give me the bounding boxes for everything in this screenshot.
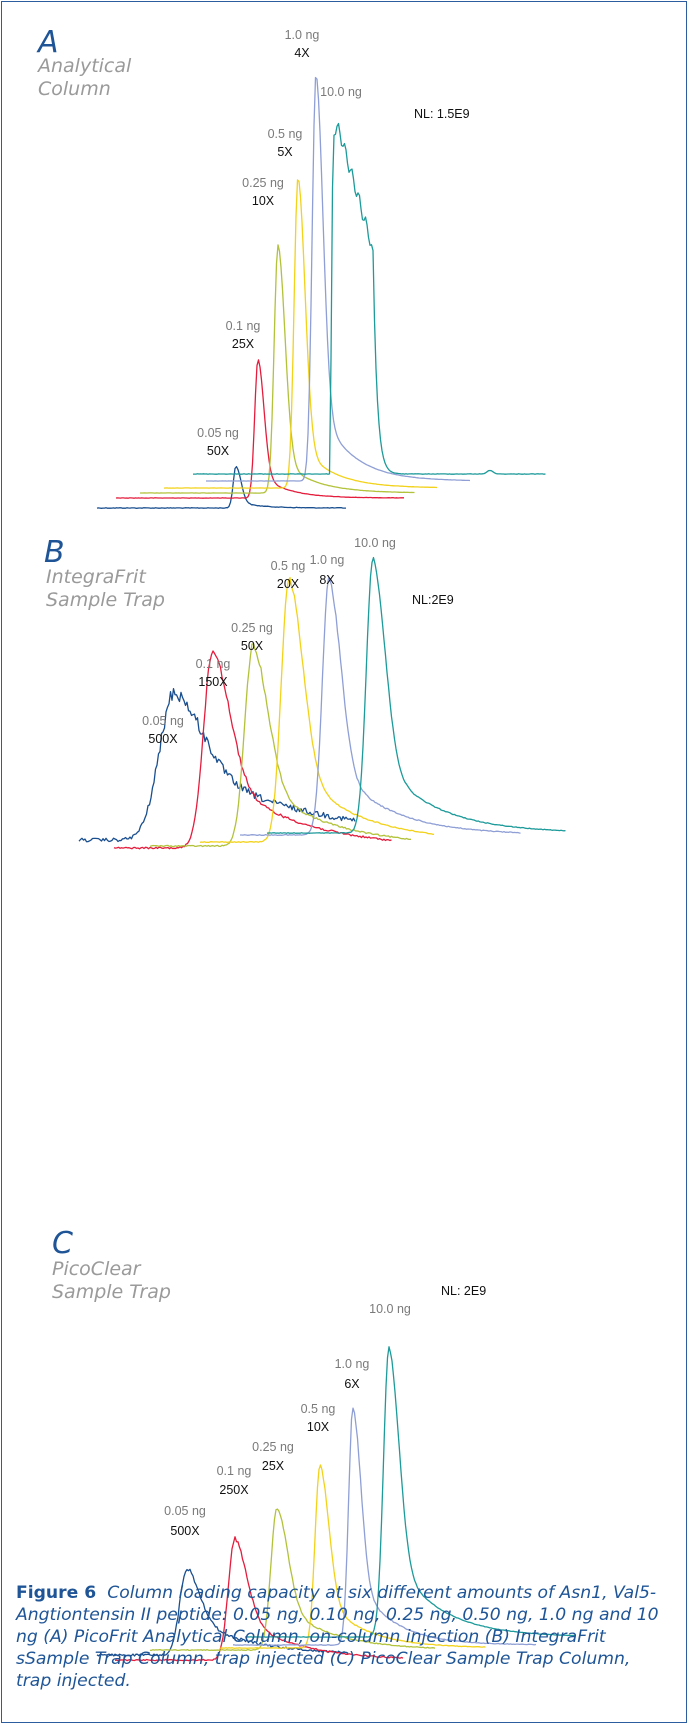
trace-0-25-ng	[140, 244, 415, 494]
trace-0-5-ng	[163, 179, 438, 489]
trace-amount-label: 10.0 ng	[369, 1302, 411, 1316]
caption-text: Column loading capacity at six different…	[16, 1583, 659, 1691]
trace-amount-label: 0.05 ng	[197, 426, 239, 440]
panel-letter: C	[52, 1226, 73, 1261]
trace-0-25-ng	[149, 643, 412, 848]
trace-10-0-ng	[244, 1346, 576, 1638]
trace-multiplier-label: 5X	[277, 145, 293, 159]
trace-amount-label: 1.0 ng	[285, 28, 320, 42]
trace-amount-label: 0.5 ng	[301, 1402, 336, 1416]
trace-amount-label: 0.5 ng	[268, 127, 303, 141]
normalization-label: NL:2E9	[412, 593, 454, 607]
panel-subtitle-line: Sample Trap	[46, 589, 165, 611]
trace-multiplier-label: 8X	[319, 573, 335, 587]
trace-0-05-ng	[96, 465, 346, 509]
panel-subtitle-line: Column	[38, 78, 111, 100]
panel-letter: A	[36, 25, 59, 60]
trace-multiplier-label: 25X	[232, 337, 255, 351]
trace-multiplier-label: 150X	[198, 675, 228, 689]
trace-amount-label: 1.0 ng	[310, 553, 345, 567]
trace-amount-label: 0.1 ng	[196, 657, 231, 671]
panel-letter: B	[44, 535, 65, 570]
trace-amount-label: 0.05 ng	[164, 1504, 206, 1518]
trace-amount-label: 0.25 ng	[242, 176, 284, 190]
panel-subtitle-line: PicoClear	[52, 1258, 142, 1280]
trace-amount-label: 1.0 ng	[335, 1357, 370, 1371]
trace-amount-label: 10.0 ng	[320, 85, 362, 99]
normalization-label: NL: 2E9	[441, 1284, 486, 1298]
trace-amount-label: 0.1 ng	[217, 1464, 252, 1478]
trace-multiplier-label: 500X	[148, 732, 178, 746]
trace-0-5-ng	[219, 1464, 486, 1649]
normalization-label: NL: 1.5E9	[414, 107, 470, 121]
panel-subtitle-line: Analytical	[36, 55, 132, 77]
trace-multiplier-label: 50X	[241, 639, 264, 653]
trace-amount-label: 0.25 ng	[252, 1440, 294, 1454]
panel-subtitle-line: Sample Trap	[52, 1281, 171, 1303]
trace-multiplier-label: 6X	[344, 1377, 360, 1391]
trace-0-05-ng	[96, 1568, 345, 1657]
trace-multiplier-label: 20X	[277, 577, 300, 591]
trace-0-1-ng	[115, 359, 404, 499]
trace-0-05-ng	[78, 688, 356, 843]
panel-subtitle-line: IntegraFrit	[46, 566, 147, 588]
trace-amount-label: 0.05 ng	[142, 714, 184, 728]
trace-0-1-ng	[114, 1536, 404, 1662]
trace-1-0-ng	[240, 577, 521, 837]
trace-10-0-ng	[266, 556, 566, 834]
trace-multiplier-label: 50X	[207, 444, 230, 458]
trace-0-1-ng	[113, 650, 392, 850]
trace-multiplier-label: 250X	[219, 1483, 249, 1497]
trace-amount-label: 0.5 ng	[271, 559, 306, 573]
trace-multiplier-label: 10X	[307, 1420, 330, 1434]
caption-label: Figure 6	[16, 1583, 97, 1603]
trace-amount-label: 0.1 ng	[226, 319, 261, 333]
trace-amount-label: 0.25 ng	[231, 621, 273, 635]
trace-0-25-ng	[149, 1508, 436, 1652]
trace-1-0-ng	[206, 76, 471, 482]
trace-multiplier-label: 4X	[294, 46, 310, 60]
trace-multiplier-label: 500X	[170, 1524, 200, 1538]
trace-multiplier-label: 10X	[252, 194, 275, 208]
figure-caption: Figure 6 Column loading capacity at six …	[16, 1582, 666, 1692]
trace-multiplier-label: 25X	[262, 1459, 285, 1473]
trace-amount-label: 10.0 ng	[354, 536, 396, 550]
trace-0-5-ng	[199, 576, 435, 844]
trace-1-0-ng	[232, 1407, 537, 1646]
trace-10-0-ng	[193, 122, 546, 475]
